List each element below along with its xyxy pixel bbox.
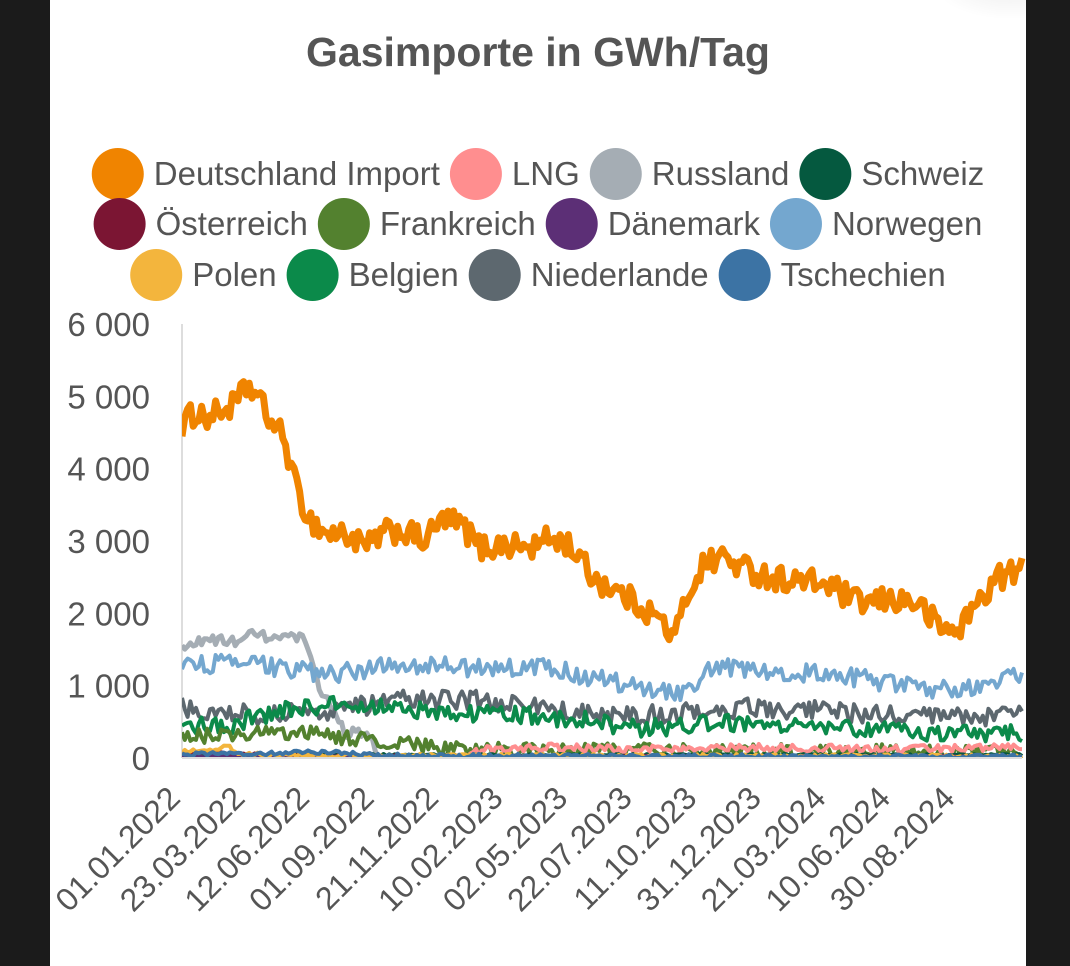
y-tick-label: 6 000: [67, 306, 150, 343]
series-line: [182, 748, 1023, 758]
y-axis: 0 1 000 2 000 3 000 4 000 5 000 6 000: [67, 306, 183, 777]
legend-swatch: [130, 249, 183, 301]
legend-item[interactable]: Frankreich: [317, 198, 536, 250]
legend-swatch: [718, 249, 771, 301]
legend-swatch: [93, 198, 146, 250]
legend-item[interactable]: Polen: [130, 249, 277, 301]
y-tick-label: 3 000: [67, 523, 150, 560]
legend-label: Dänemark: [608, 205, 761, 242]
legend-label: Tschechien: [781, 256, 946, 293]
series-line: [182, 688, 1024, 728]
series-line: [182, 652, 1024, 703]
legend-swatch: [545, 198, 598, 250]
legend-label: Schweiz: [861, 155, 984, 192]
plot-area: [182, 378, 1026, 758]
legend-swatch: [468, 249, 521, 301]
y-tick-label: 0: [132, 740, 150, 777]
legend-item[interactable]: Schweiz: [799, 148, 984, 200]
right-screen-edge: [1026, 0, 1070, 966]
series-line: [182, 694, 1023, 744]
legend-swatch: [317, 198, 370, 250]
legend-swatch: [449, 148, 502, 200]
chart-card: Gasimporte in GWh/Tag Deutschland Import…: [50, 0, 1026, 966]
legend-label: Frankreich: [380, 205, 536, 242]
series-line: [182, 724, 1023, 758]
y-tick-label: 1 000: [67, 668, 150, 705]
legend-label: Niederlande: [531, 256, 709, 293]
legend-item[interactable]: Deutschland Import: [91, 148, 440, 200]
legend-label: Polen: [192, 256, 276, 293]
y-tick-label: 5 000: [67, 378, 150, 415]
legend-item[interactable]: Österreich: [93, 198, 308, 250]
legend-item[interactable]: LNG: [449, 148, 580, 200]
y-tick-label: 4 000: [67, 451, 150, 488]
legend-label: Norwegen: [832, 205, 982, 242]
legend-item[interactable]: Tschechien: [718, 249, 946, 301]
legend: Deutschland Import LNG Russland Schweiz Öste…: [91, 148, 984, 301]
legend-label: Belgien: [349, 256, 459, 293]
legend-swatch: [91, 148, 144, 200]
legend-label: Deutschland Import: [154, 155, 440, 192]
chart-title: Gasimporte in GWh/Tag: [306, 29, 770, 75]
legend-swatch: [799, 148, 852, 200]
series-line: [182, 741, 1023, 758]
legend-item[interactable]: Dänemark: [545, 198, 761, 250]
legend-swatch: [589, 148, 642, 200]
chart-svg: Gasimporte in GWh/Tag Deutschland Import…: [50, 29, 1026, 918]
y-tick-label: 2 000: [67, 595, 150, 632]
legend-item[interactable]: Belgien: [286, 249, 459, 301]
legend-label: Russland: [652, 155, 790, 192]
legend-item[interactable]: Niederlande: [468, 249, 709, 301]
legend-swatch: [769, 198, 822, 250]
legend-item[interactable]: Norwegen: [769, 198, 982, 250]
legend-label: LNG: [512, 155, 580, 192]
series-line: [182, 378, 1026, 644]
legend-label: Österreich: [156, 205, 308, 242]
x-axis: 01.01.202223.03.202212.06.202201.09.2022…: [50, 757, 1022, 918]
left-screen-edge: [0, 0, 50, 966]
legend-item[interactable]: Russland: [589, 148, 790, 200]
legend-swatch: [286, 249, 339, 301]
series-line: [182, 627, 1022, 758]
